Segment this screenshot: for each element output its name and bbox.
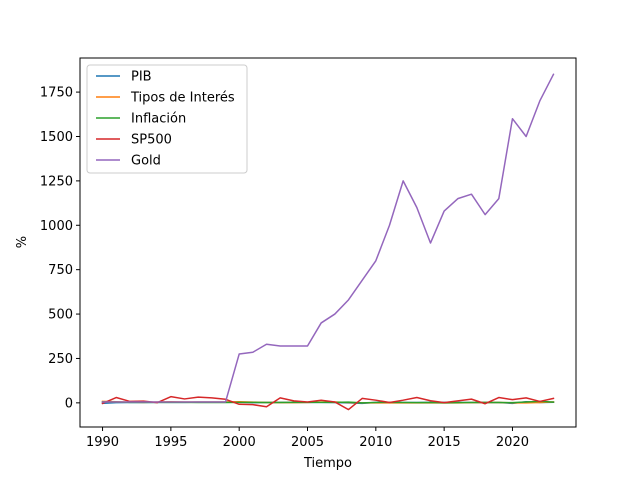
legend-label-2: Inflación xyxy=(131,112,186,127)
x-tick-label: 2020 xyxy=(496,435,529,450)
x-tick-label: 2015 xyxy=(428,435,461,450)
x-axis-label: Tiempo xyxy=(303,456,352,471)
y-tick-label: 1000 xyxy=(40,219,73,234)
legend-label-3: SP500 xyxy=(131,133,172,148)
x-tick-label: 1995 xyxy=(154,435,187,450)
y-tick-label: 1250 xyxy=(40,174,73,189)
y-tick-label: 1500 xyxy=(40,130,73,145)
y-tick-label: 750 xyxy=(48,263,73,278)
legend-label-1: Tipos de Interés xyxy=(130,91,235,106)
x-tick-label: 2010 xyxy=(359,435,392,450)
y-tick-label: 1750 xyxy=(40,86,73,101)
y-tick-label: 0 xyxy=(65,396,73,411)
plot-frame xyxy=(79,57,577,428)
legend: PIB Tipos de Interés Inflación SP500 Gold xyxy=(86,64,248,174)
legend-label-0: PIB xyxy=(131,70,152,85)
y-axis: 0 250 500 750 1000 1250 1500 1750 xyxy=(40,86,80,411)
y-axis-label: % xyxy=(15,236,30,248)
series-layer xyxy=(101,73,555,411)
x-tick-label: 2005 xyxy=(291,435,324,450)
legend-box xyxy=(86,64,248,174)
x-tick-label: 1990 xyxy=(86,435,119,450)
y-tick-label: 500 xyxy=(48,308,73,323)
series-line-4 xyxy=(101,73,555,403)
x-tick-label: 2000 xyxy=(223,435,256,450)
series-line-3 xyxy=(101,395,555,411)
y-tick-label: 250 xyxy=(48,352,73,367)
x-axis: 1990 1995 2000 2005 2010 2015 2020 xyxy=(86,427,529,450)
legend-label-4: Gold xyxy=(131,154,161,169)
